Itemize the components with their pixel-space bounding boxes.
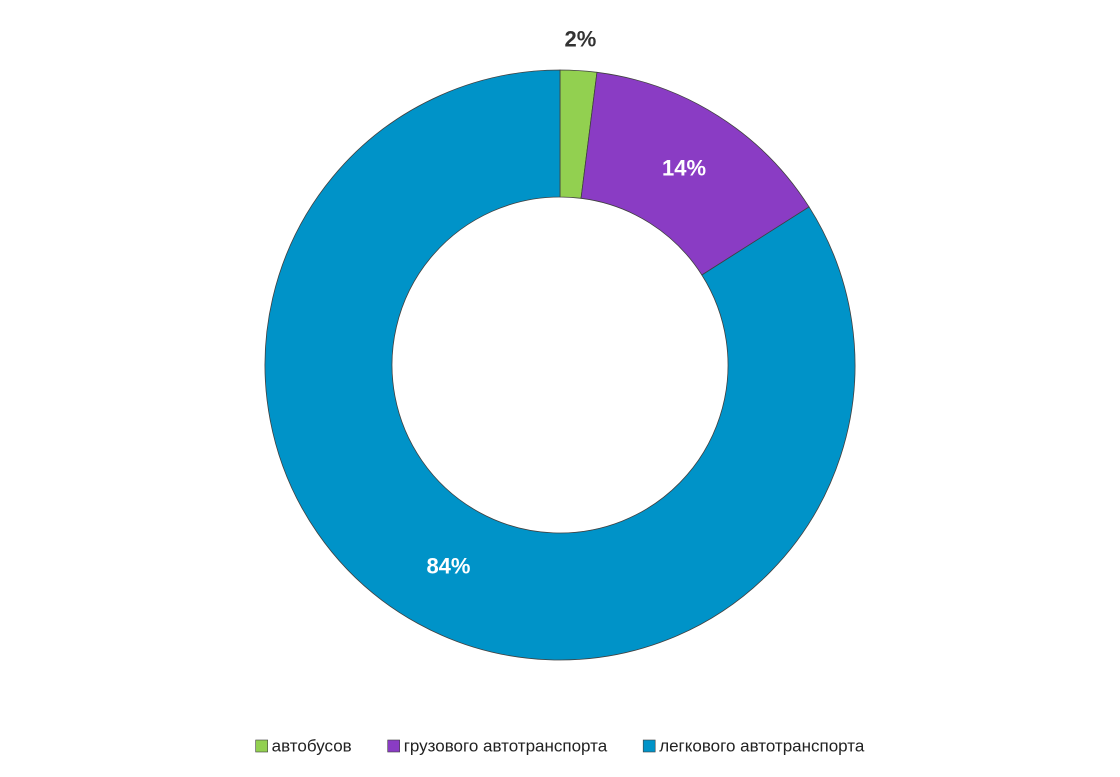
donut-slice	[264, 69, 856, 661]
data-label: 84%	[426, 554, 470, 579]
legend-swatch	[387, 739, 400, 753]
data-label: 2%	[565, 26, 597, 51]
legend-swatch	[255, 739, 268, 753]
legend-swatch	[642, 739, 656, 753]
legend-label: автобусов	[272, 736, 352, 755]
data-label: 14%	[662, 155, 706, 180]
donut-slice	[580, 71, 810, 276]
legend-label: легкового автотранспорта	[659, 736, 865, 755]
legend-label: грузового автотранспорта	[404, 736, 608, 755]
